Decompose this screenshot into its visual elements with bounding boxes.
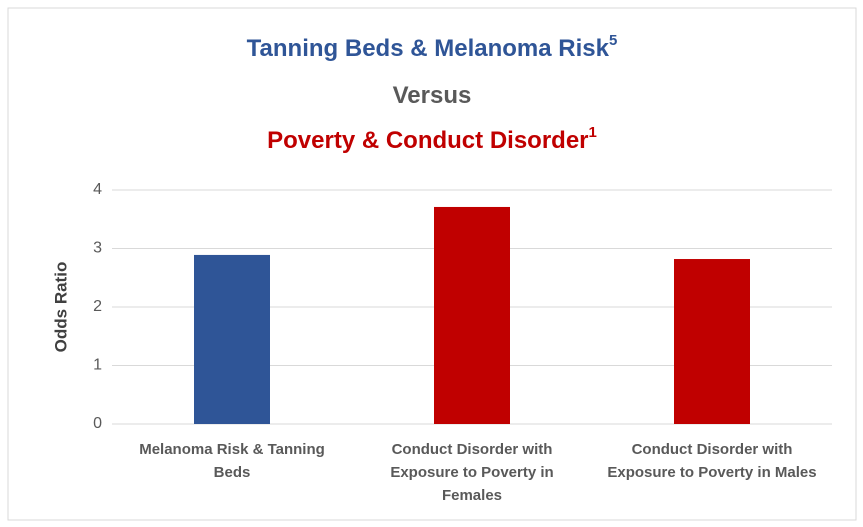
title-superscript: 1 (589, 124, 597, 141)
title-text: Poverty & Conduct Disorder (267, 127, 588, 154)
bar (674, 259, 750, 424)
title-text: Tanning Beds & Melanoma Risk (247, 35, 610, 62)
x-tick-label: Conduct Disorder with Exposure to Povert… (390, 441, 554, 504)
y-tick-label: 2 (93, 298, 102, 315)
y-axis-label: Odds Ratio (51, 262, 70, 353)
title-line: Versus (393, 82, 472, 109)
title-line: Tanning Beds & Melanoma Risk5 (247, 32, 618, 62)
y-tick-label: 0 (93, 415, 102, 432)
x-tick-label: Conduct Disorder with Exposure to Povert… (607, 441, 817, 481)
bar (194, 254, 270, 424)
y-tick-label: 4 (93, 181, 102, 198)
title-line: Poverty & Conduct Disorder1 (267, 124, 597, 154)
x-tick-label: Melanoma Risk & Tanning Beds (139, 441, 325, 481)
y-tick-label: 3 (93, 240, 102, 257)
title-text: Versus (393, 82, 472, 109)
title-superscript: 5 (609, 32, 617, 49)
bar (434, 206, 510, 424)
y-tick-label: 1 (93, 357, 102, 374)
